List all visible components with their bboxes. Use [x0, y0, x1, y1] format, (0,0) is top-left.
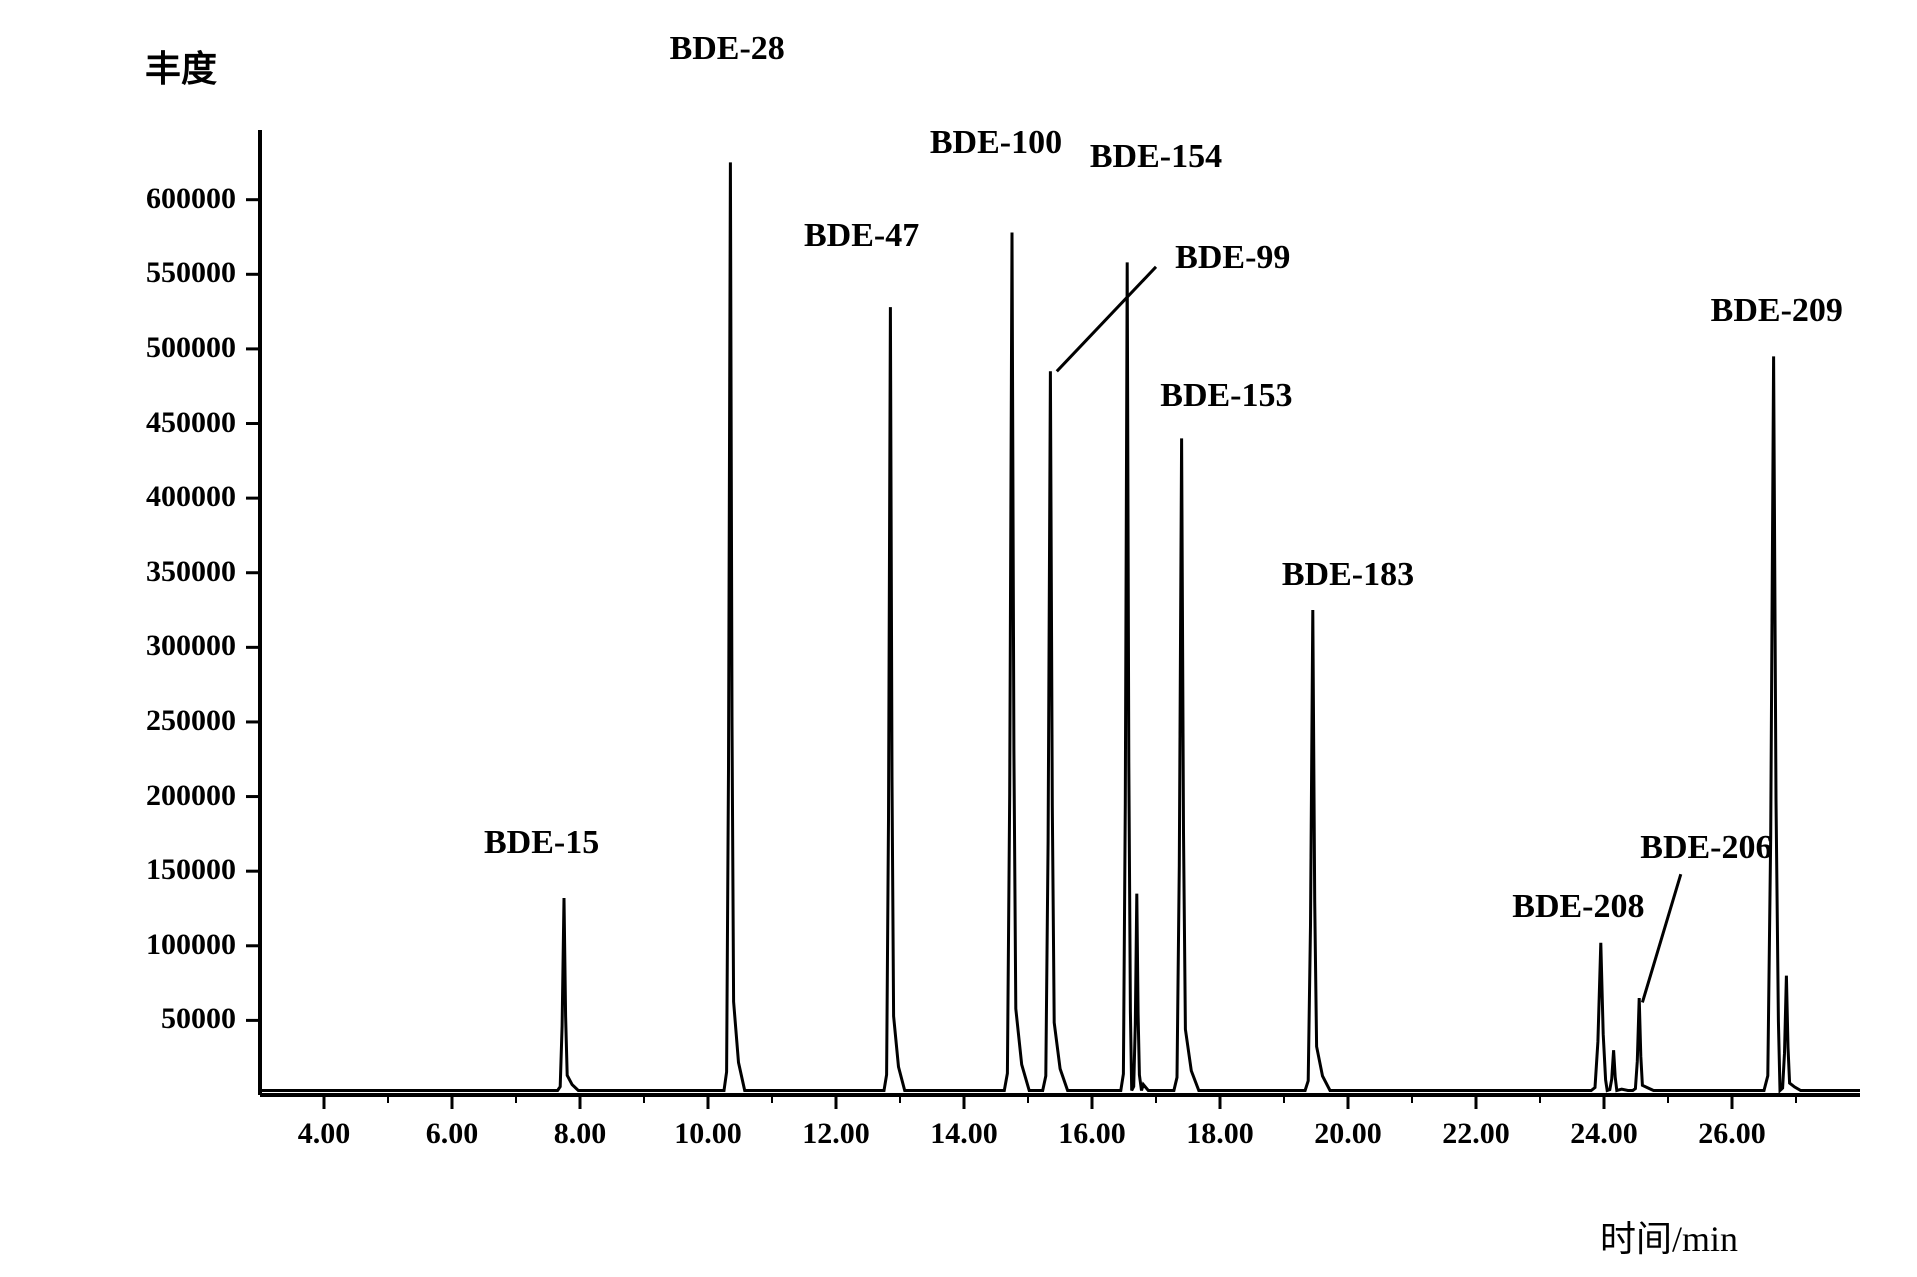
peak-label: BDE-209: [1711, 292, 1843, 330]
chromatogram-trace: [260, 162, 1860, 1090]
y-tick-label: 250000: [86, 704, 236, 738]
x-tick-label: 18.00: [1186, 1117, 1254, 1151]
x-tick-label: 20.00: [1314, 1117, 1382, 1151]
peak-label: BDE-15: [484, 824, 599, 862]
y-tick-label: 100000: [86, 928, 236, 962]
peak-label: BDE-154: [1090, 138, 1222, 176]
x-tick-label: 8.00: [554, 1117, 607, 1151]
chart-svg: [0, 0, 1917, 1277]
peak-label: BDE-208: [1512, 888, 1644, 926]
peak-label: BDE-153: [1160, 377, 1292, 415]
peak-label: BDE-99: [1175, 239, 1290, 277]
x-tick-label: 6.00: [426, 1117, 479, 1151]
y-tick-label: 400000: [86, 480, 236, 514]
y-tick-label: 500000: [86, 331, 236, 365]
peak-label: BDE-28: [670, 30, 785, 68]
x-tick-label: 10.00: [674, 1117, 742, 1151]
x-tick-label: 22.00: [1442, 1117, 1510, 1151]
peak-label: BDE-100: [930, 124, 1062, 162]
y-tick-label: 300000: [86, 629, 236, 663]
x-tick-label: 16.00: [1058, 1117, 1126, 1151]
y-tick-label: 550000: [86, 256, 236, 290]
peak-label: BDE-183: [1282, 556, 1414, 594]
peak-label: BDE-206: [1640, 829, 1772, 867]
y-tick-label: 350000: [86, 555, 236, 589]
leader-line: [1057, 267, 1156, 371]
leader-line: [1642, 874, 1680, 1002]
chromatogram-chart: 丰度 时间/min 500001000001500002000002500003…: [0, 0, 1917, 1277]
x-tick-label: 12.00: [802, 1117, 870, 1151]
x-tick-label: 24.00: [1570, 1117, 1638, 1151]
x-tick-label: 14.00: [930, 1117, 998, 1151]
y-tick-label: 200000: [86, 779, 236, 813]
y-tick-label: 450000: [86, 406, 236, 440]
x-tick-label: 26.00: [1698, 1117, 1766, 1151]
y-tick-label: 600000: [86, 182, 236, 216]
y-tick-label: 50000: [86, 1002, 236, 1036]
y-tick-label: 150000: [86, 853, 236, 887]
x-tick-label: 4.00: [298, 1117, 351, 1151]
peak-label: BDE-47: [804, 217, 919, 255]
